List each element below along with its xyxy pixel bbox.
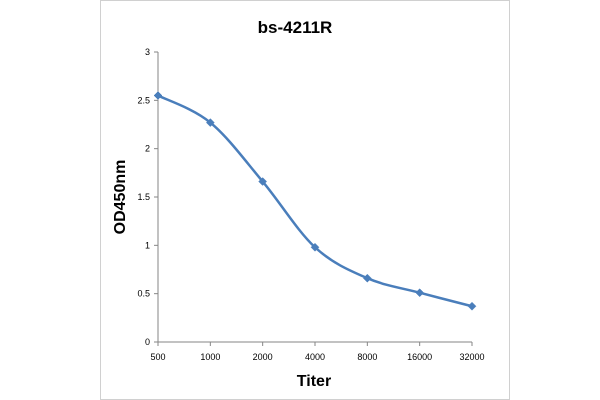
y-tick-label: 1	[145, 240, 150, 250]
x-tick-label: 1000	[200, 352, 220, 362]
y-tick-label: 0	[145, 337, 150, 347]
x-axis-ticks: 500 1000 2000 4000 8000 16000 32000	[150, 342, 485, 362]
y-tick-label: 3	[145, 47, 150, 57]
data-point	[467, 301, 477, 311]
x-tick-label: 16000	[407, 352, 432, 362]
series-group	[153, 91, 477, 311]
x-axis-title: Titer	[297, 373, 331, 390]
y-tick-label: 2.5	[137, 95, 150, 105]
y-axis-ticks: 0 0.5 1 1.5 2 2.5 3	[137, 47, 158, 347]
x-tick-label: 2000	[253, 352, 273, 362]
y-axis-title: OD450nm	[112, 160, 129, 235]
data-point	[153, 91, 163, 100]
data-point	[310, 242, 320, 252]
data-point	[362, 273, 372, 283]
y-tick-label: 2	[145, 144, 150, 154]
data-point	[258, 177, 268, 186]
series-line	[157, 94, 473, 308]
x-tick-label: 8000	[357, 352, 377, 362]
x-tick-label: 4000	[305, 352, 325, 362]
y-tick-label: 0.5	[137, 289, 150, 299]
x-tick-label: 500	[150, 352, 165, 362]
chart-title: bs-4211R	[258, 18, 333, 37]
data-point	[205, 118, 215, 127]
data-point	[415, 288, 425, 298]
y-tick-label: 1.5	[137, 192, 150, 202]
x-tick-label: 32000	[459, 352, 484, 362]
